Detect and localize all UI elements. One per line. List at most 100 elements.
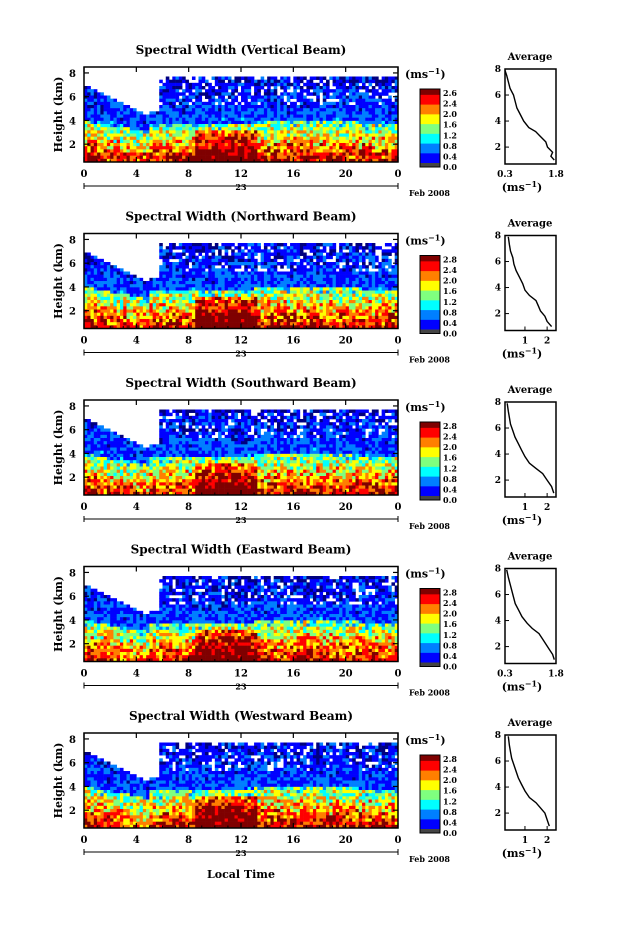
heatmap-cell — [365, 243, 369, 247]
heatmap-cell — [244, 130, 248, 134]
heatmap-cell — [182, 105, 186, 109]
heatmap-cell — [87, 136, 91, 141]
heatmap-cell — [342, 319, 346, 323]
heatmap-cell — [100, 293, 104, 298]
heatmap-cell — [273, 262, 278, 266]
heatmap-cell — [123, 277, 127, 282]
heatmap-cell — [162, 120, 167, 125]
heatmap-cell — [188, 143, 193, 147]
heatmap-cell — [388, 86, 392, 90]
heatmap-cell — [185, 290, 189, 294]
heatmap-cell — [244, 277, 248, 282]
heatmap-cell — [244, 287, 248, 291]
day-label: 23 — [235, 349, 247, 359]
heatmap-cell — [214, 98, 219, 103]
heatmap-cell — [218, 306, 222, 310]
heatmap-cell — [319, 296, 324, 301]
heatmap-cell — [365, 303, 369, 307]
heatmap-cell — [316, 95, 320, 99]
heatmap-cell — [103, 265, 108, 269]
heatmap-cell — [227, 300, 232, 304]
heatmap-cell — [332, 284, 337, 288]
heatmap-cell — [87, 431, 91, 436]
heatmap-cell — [123, 274, 127, 279]
heatmap-cell — [391, 146, 396, 150]
heatmap-cell — [339, 309, 343, 313]
heatmap-cell — [303, 319, 307, 323]
heatmap-cell — [211, 143, 216, 147]
heatmap-cell — [388, 117, 392, 122]
heatmap-cell — [231, 146, 235, 150]
heatmap-cell — [270, 79, 275, 84]
heatmap-cell — [93, 422, 98, 426]
heatmap-cell — [371, 255, 376, 260]
heatmap-cell — [250, 309, 255, 313]
heatmap-cell — [267, 265, 271, 269]
heatmap-cell — [201, 319, 206, 323]
heatmap-cell — [352, 296, 356, 301]
heatmap-cell — [146, 290, 150, 294]
heatmap-cell — [208, 82, 212, 87]
heatmap-cell — [178, 101, 183, 106]
heatmap-cell — [309, 303, 314, 307]
heatmap-cell — [296, 111, 301, 115]
heatmap-cell — [175, 303, 180, 307]
heatmap-cell — [371, 293, 376, 298]
heatmap-cell — [162, 319, 167, 323]
heatmap-cell — [283, 290, 288, 294]
heatmap-cell — [87, 89, 91, 93]
heatmap-cell — [211, 315, 216, 320]
heatmap-cell — [119, 108, 124, 112]
colorbar-tick-label: 0.4 — [443, 318, 457, 328]
heatmap-cell — [126, 293, 131, 298]
heatmap-cell — [371, 76, 376, 80]
heatmap-cell — [100, 444, 104, 448]
heatmap-cell — [110, 98, 114, 103]
y-axis-label: Height (km) — [52, 243, 65, 319]
heatmap-cell — [93, 124, 98, 128]
heatmap-cell — [182, 262, 186, 266]
heatmap-cell — [339, 271, 343, 275]
heatmap-cell — [306, 152, 310, 156]
heatmap-cell — [384, 255, 389, 260]
heatmap-cell — [224, 127, 229, 131]
heatmap-cell — [368, 296, 373, 301]
heatmap-cell — [335, 284, 340, 288]
heatmap-cell — [159, 98, 163, 103]
heatmap-cell — [355, 265, 360, 269]
heatmap-cell — [299, 277, 304, 282]
heatmap-cell — [283, 287, 288, 291]
heatmap-cell — [345, 127, 350, 131]
heatmap-cell — [299, 265, 304, 269]
heatmap-cell — [257, 243, 261, 247]
heatmap-cell — [257, 98, 261, 103]
heatmap-cell — [100, 120, 104, 125]
heatmap-cell — [322, 258, 327, 263]
heatmap-cell — [299, 284, 304, 288]
colorbar: 2.62.42.01.61.20.80.40.0 — [419, 88, 457, 172]
heatmap-cell — [218, 290, 222, 294]
heatmap-cell — [388, 315, 392, 320]
heatmap-cell — [290, 309, 294, 313]
heatmap-cell — [365, 293, 369, 298]
heatmap-cell — [276, 293, 281, 298]
heatmap-cell — [286, 309, 291, 313]
heatmap-cell — [224, 268, 229, 272]
heatmap-cell — [339, 155, 343, 160]
heatmap-cell — [352, 124, 356, 128]
heatmap-cell — [205, 290, 209, 294]
heatmap-cell — [195, 92, 199, 96]
heatmap-cell — [175, 149, 180, 153]
heatmap-cell — [221, 120, 225, 125]
heatmap-cell — [276, 319, 281, 323]
heatmap-cell — [208, 111, 212, 115]
heatmap-cell — [195, 300, 199, 304]
heatmap-cell — [214, 143, 219, 147]
average-y-tick-label: 2 — [495, 310, 501, 320]
heatmap-cell — [375, 290, 379, 294]
heatmap-cell — [263, 79, 268, 84]
heatmap-cell — [391, 306, 396, 310]
heatmap-cell — [218, 124, 222, 128]
heatmap-cell — [329, 95, 333, 99]
heatmap-cell — [250, 287, 255, 291]
